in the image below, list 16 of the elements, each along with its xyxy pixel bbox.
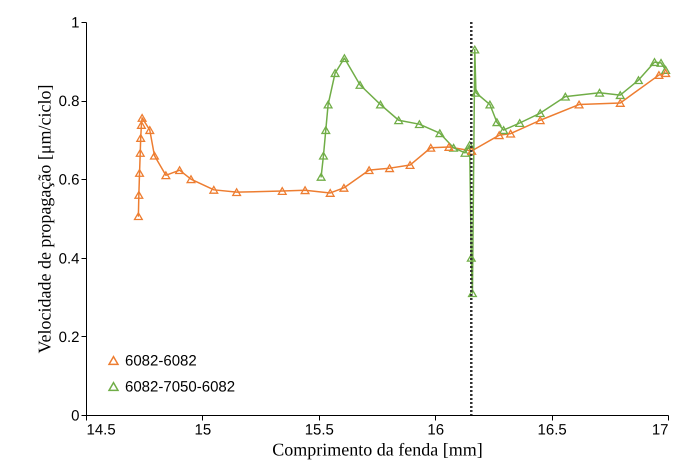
y-tick-label: 0.8: [58, 93, 80, 110]
legend-label: 6082-7050-6082: [125, 378, 236, 396]
y-tick-label: 0.4: [58, 250, 80, 268]
y-tick-label: 0: [71, 408, 80, 424]
x-axis-title: Comprimento da fenda [mm]: [272, 440, 483, 460]
x-tick-label: 15: [194, 422, 212, 438]
legend-label: 6082-6082: [125, 352, 197, 370]
x-tick-label: 15.5: [304, 422, 334, 438]
x-tick-label: 17: [652, 422, 668, 438]
x-tick-label: 16: [427, 422, 444, 438]
x-tick-label: 14.5: [86, 422, 116, 438]
y-tick-label: 0.6: [58, 172, 80, 189]
y-tick-label: 0.2: [58, 328, 80, 346]
y-axis-title: Velocidade de propagação [μm/ciclo]: [34, 84, 55, 354]
y-tick-label: 1: [71, 14, 80, 32]
x-tick-label: 16.5: [538, 422, 567, 438]
